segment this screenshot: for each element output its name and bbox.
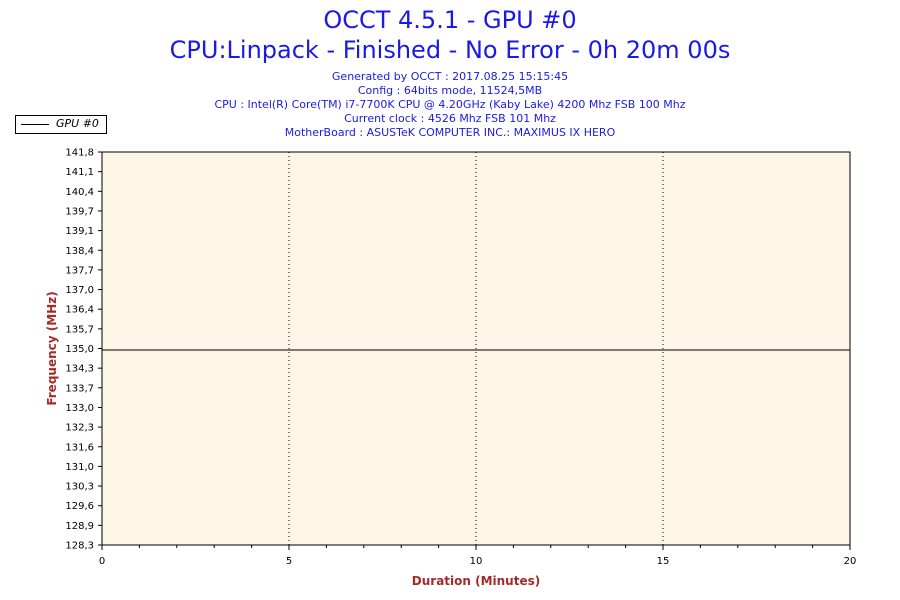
info-motherboard: MotherBoard : ASUSTeK COMPUTER INC.: MAX… bbox=[284, 126, 616, 139]
y-tick-label: 133,0 bbox=[65, 403, 94, 414]
y-tick-label: 129,6 bbox=[65, 501, 94, 512]
y-tick-label: 135,0 bbox=[65, 344, 94, 355]
x-tick-label: 10 bbox=[470, 556, 483, 567]
info-cpu: CPU : Intel(R) Core(TM) i7-7700K CPU @ 4… bbox=[214, 98, 686, 111]
x-tick-label: 15 bbox=[657, 556, 670, 567]
y-tick-label: 139,1 bbox=[65, 226, 94, 237]
y-tick-label: 137,0 bbox=[65, 285, 94, 296]
info-current-clock: Current clock : 4526 Mhz FSB 101 Mhz bbox=[344, 112, 556, 125]
x-tick-label: 20 bbox=[844, 556, 857, 567]
x-tick-label: 0 bbox=[99, 556, 105, 567]
y-tick-label: 134,3 bbox=[65, 364, 94, 375]
x-tick-label: 5 bbox=[286, 556, 292, 567]
y-tick-label: 128,3 bbox=[65, 541, 94, 552]
chart-legend: GPU #0 bbox=[15, 115, 107, 134]
y-tick-label: 136,4 bbox=[65, 305, 94, 316]
info-config: Config : 64bits mode, 11524,5MB bbox=[357, 84, 543, 97]
legend-label: GPU #0 bbox=[56, 117, 99, 130]
y-tick-label: 131,0 bbox=[65, 462, 94, 473]
y-tick-label: 135,7 bbox=[65, 324, 94, 335]
y-tick-label: 141,8 bbox=[65, 148, 94, 159]
y-tick-label: 138,4 bbox=[65, 246, 94, 257]
y-tick-label: 131,6 bbox=[65, 442, 94, 453]
y-axis-title: Frequency (MHz) bbox=[45, 291, 59, 405]
x-axis-title: Duration (Minutes) bbox=[412, 574, 540, 588]
y-tick-label: 133,7 bbox=[65, 383, 94, 394]
y-tick-label: 128,9 bbox=[65, 521, 94, 532]
y-tick-label: 130,3 bbox=[65, 482, 94, 493]
y-tick-label: 132,3 bbox=[65, 423, 94, 434]
info-generated: Generated by OCCT : 2017.08.25 15:15:45 bbox=[331, 70, 569, 83]
y-tick-label: 140,4 bbox=[65, 187, 94, 198]
legend-swatch bbox=[21, 124, 49, 125]
y-tick-label: 139,7 bbox=[65, 206, 94, 217]
y-tick-label: 137,7 bbox=[65, 265, 94, 276]
chart-subtitle: CPU:Linpack - Finished - No Error - 0h 2… bbox=[169, 36, 731, 64]
y-tick-label: 141,1 bbox=[65, 167, 94, 178]
chart-title: OCCT 4.5.1 - GPU #0 bbox=[323, 6, 577, 34]
